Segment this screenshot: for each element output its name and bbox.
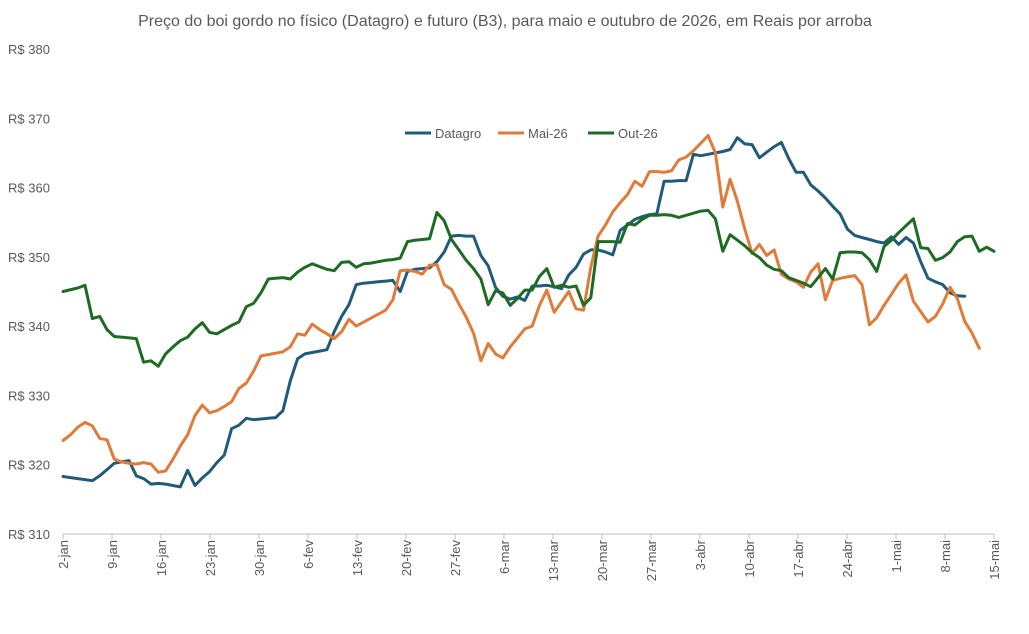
- x-tick-label: 10-abr: [742, 539, 757, 577]
- x-tick-label: 3-abr: [693, 539, 708, 570]
- legend-label-mai-26: Mai-26: [528, 126, 568, 141]
- chart-title: Preço do boi gordo no físico (Datagro) e…: [138, 13, 872, 30]
- y-tick-label: R$ 320: [8, 458, 50, 473]
- y-tick-label: R$ 370: [8, 111, 50, 126]
- legend-label-out-26: Out-26: [618, 126, 658, 141]
- x-tick-label: 16-jan: [154, 540, 169, 576]
- x-tick-label: 1-mai: [889, 540, 904, 573]
- x-tick-label: 20-fev: [399, 540, 414, 577]
- y-tick-label: R$ 360: [8, 181, 50, 196]
- x-tick-label: 9-jan: [105, 540, 120, 569]
- x-tick-label: 24-abr: [840, 539, 855, 577]
- x-tick-label: 15-mai: [987, 540, 1002, 580]
- y-tick-label: R$ 330: [8, 388, 50, 403]
- x-tick-label: 13-fev: [350, 540, 365, 577]
- legend: Datagro Mai-26 Out-26: [405, 126, 658, 141]
- y-tick-label: R$ 380: [8, 42, 50, 57]
- x-tick-label: 27-mar: [644, 539, 659, 581]
- x-tick-label: 20-mar: [595, 539, 610, 581]
- x-tick-label: 17-abr: [791, 539, 806, 577]
- series-line-datagro: [61, 136, 967, 489]
- x-tick-label: 30-jan: [252, 540, 267, 576]
- x-axis: 2-jan 9-jan 16-jan 23-jan 30-jan 6-fev 13-fev 2…: [56, 534, 1002, 581]
- x-tick-label: 13-mar: [546, 539, 561, 581]
- x-tick-label: 6-fev: [301, 540, 316, 569]
- series-line-mai-26: [61, 134, 981, 474]
- legend-label-datagro: Datagro: [435, 126, 481, 141]
- y-tick-label: R$ 350: [8, 250, 50, 265]
- x-tick-label: 2-jan: [56, 540, 71, 569]
- x-tick-label: 27-fev: [448, 540, 463, 577]
- y-axis: R$ 310 R$ 320 R$ 330 R$ 340 R$ 350 R$ 360 R$ 3…: [8, 42, 50, 542]
- x-tick-label: 23-jan: [203, 540, 218, 576]
- x-tick-label: 6-mar: [497, 539, 512, 574]
- series-line-out-26: [61, 208, 996, 368]
- x-tick-label: 8-mai: [938, 540, 953, 573]
- y-tick-label: R$ 310: [8, 527, 50, 542]
- series-layer: [61, 134, 996, 489]
- y-tick-label: R$ 340: [8, 319, 50, 334]
